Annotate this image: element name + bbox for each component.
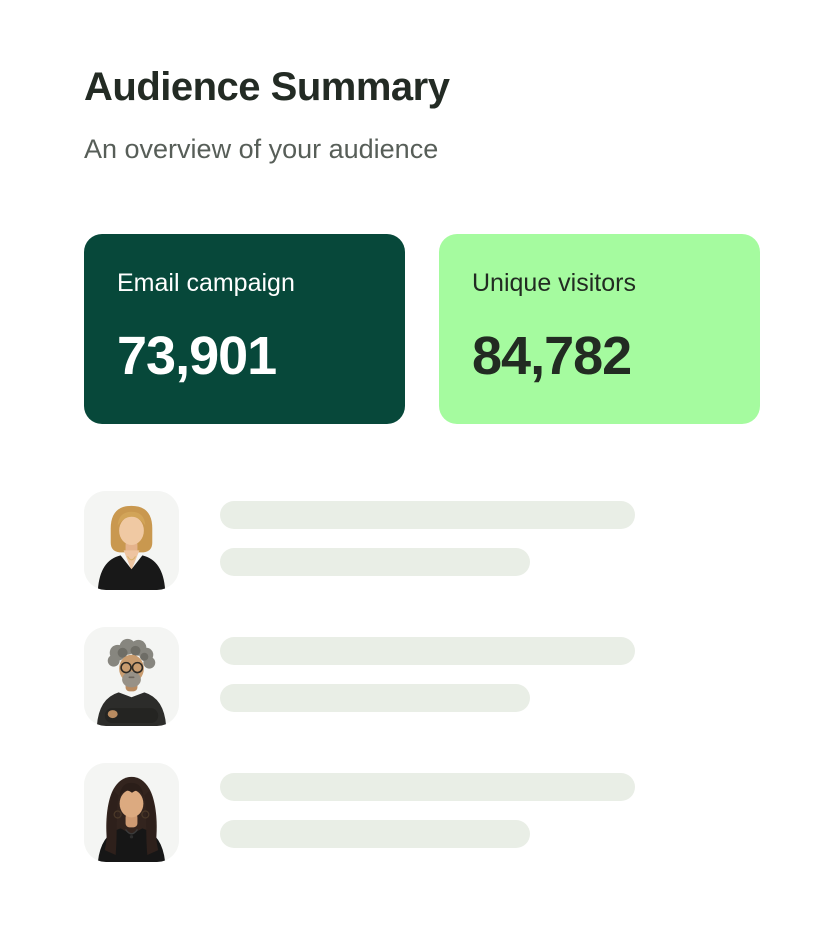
page-subtitle: An overview of your audience	[84, 134, 439, 164]
skeleton-line-primary	[220, 501, 635, 529]
skeleton-line-secondary	[220, 820, 530, 848]
stat-label-email-campaign: Email campaign	[117, 269, 295, 297]
audience-list	[84, 491, 760, 862]
stat-label-unique-visitors: Unique visitors	[472, 269, 636, 297]
dark-wavy-hair-woman-photo	[84, 763, 179, 862]
skeleton-line-primary	[220, 637, 635, 665]
blonde-bob-woman-photo	[84, 491, 179, 590]
stat-value-unique-visitors: 84,782	[472, 326, 632, 386]
stats-row: Email campaign 73,901 Unique visitors 84…	[84, 234, 760, 424]
skeleton-line-secondary	[220, 684, 530, 712]
skeleton-line-secondary	[220, 548, 530, 576]
skeleton-lines	[220, 491, 635, 576]
stat-value-email-campaign: 73,901	[117, 326, 277, 386]
skeleton-line-primary	[220, 773, 635, 801]
stat-card-unique-visitors: Unique visitors 84,782	[439, 234, 760, 424]
page-title: Audience Summary	[84, 65, 450, 109]
list-item	[84, 763, 760, 862]
stat-card-email-campaign: Email campaign 73,901	[84, 234, 405, 424]
skeleton-lines	[220, 763, 635, 848]
gray-curly-man-glasses-photo	[84, 627, 179, 726]
list-item	[84, 627, 760, 726]
list-item	[84, 491, 760, 590]
skeleton-lines	[220, 627, 635, 712]
